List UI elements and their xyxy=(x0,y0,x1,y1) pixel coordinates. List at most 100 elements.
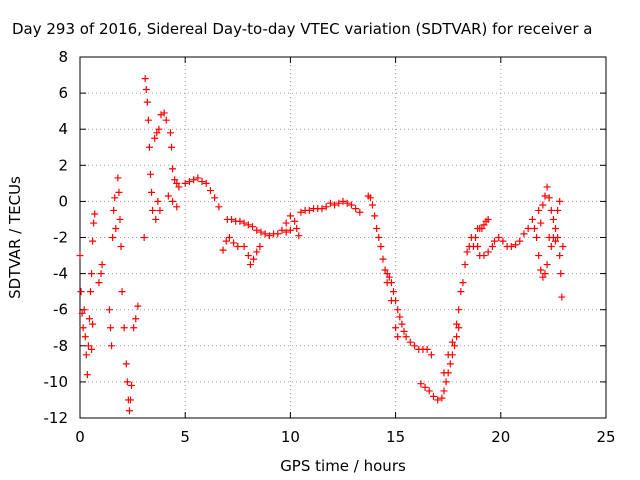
plot-frame xyxy=(79,56,607,419)
data-point xyxy=(381,266,389,274)
data-point xyxy=(278,226,286,234)
y-tick-label: -8 xyxy=(53,337,68,355)
data-point xyxy=(88,270,96,278)
data-points xyxy=(76,75,567,415)
data-point xyxy=(530,224,538,232)
data-point xyxy=(198,178,206,186)
data-point xyxy=(143,98,151,106)
x-tick-label: 20 xyxy=(491,428,510,446)
data-point xyxy=(455,306,463,314)
data-point xyxy=(512,241,520,249)
data-point xyxy=(95,279,103,287)
data-point xyxy=(429,392,437,400)
data-point xyxy=(537,266,545,274)
data-point xyxy=(484,248,492,256)
data-point xyxy=(142,85,150,93)
data-point xyxy=(98,261,106,269)
data-point xyxy=(160,109,168,117)
data-point xyxy=(528,215,536,223)
data-point xyxy=(130,324,138,332)
data-point xyxy=(440,369,448,377)
data-point xyxy=(156,206,164,214)
data-point xyxy=(373,224,381,232)
data-point xyxy=(394,306,402,314)
data-point xyxy=(274,230,282,238)
data-point xyxy=(488,243,496,251)
data-point xyxy=(297,208,305,216)
data-point xyxy=(554,206,562,214)
data-point xyxy=(444,351,452,359)
data-point xyxy=(80,306,88,314)
data-point xyxy=(118,288,126,296)
data-point xyxy=(339,197,347,205)
data-point xyxy=(446,360,454,368)
data-point xyxy=(356,208,364,216)
y-tick-label: 8 xyxy=(58,48,68,66)
data-point xyxy=(305,206,313,214)
data-point xyxy=(240,219,248,227)
data-point xyxy=(335,199,343,207)
data-point xyxy=(83,371,91,379)
y-tick-label: -6 xyxy=(53,301,68,319)
x-tick-label: 0 xyxy=(75,428,85,446)
data-point xyxy=(153,129,161,137)
data-point xyxy=(82,351,90,359)
data-point xyxy=(246,261,254,269)
data-point xyxy=(194,174,202,182)
y-tick-label: -12 xyxy=(44,409,69,427)
data-point xyxy=(451,342,459,350)
data-point xyxy=(78,309,86,317)
data-point xyxy=(559,243,567,251)
data-point xyxy=(149,206,157,214)
data-point xyxy=(97,270,105,278)
data-point xyxy=(423,345,431,353)
data-point xyxy=(291,217,299,225)
data-point xyxy=(375,234,383,241)
x-tick-label: 5 xyxy=(180,428,190,446)
data-point xyxy=(539,273,547,281)
data-point xyxy=(115,188,123,196)
data-point xyxy=(516,237,524,245)
data-point xyxy=(261,230,269,238)
data-point xyxy=(295,232,303,240)
data-point xyxy=(453,333,461,341)
data-point xyxy=(89,320,97,328)
data-point xyxy=(541,192,549,200)
data-point xyxy=(547,243,555,251)
data-point xyxy=(84,342,92,350)
data-point xyxy=(387,297,395,305)
data-point xyxy=(88,345,96,353)
data-point xyxy=(282,219,290,227)
data-point xyxy=(438,394,446,402)
data-point xyxy=(425,387,433,395)
data-point xyxy=(383,270,391,278)
data-point xyxy=(132,315,140,323)
data-point xyxy=(89,237,97,245)
data-point xyxy=(411,342,419,350)
x-axis-title: GPS time / hours xyxy=(280,457,406,475)
data-point xyxy=(347,201,355,209)
data-point xyxy=(202,179,210,187)
grid xyxy=(80,57,606,418)
data-point xyxy=(286,226,294,234)
y-tick-label: 4 xyxy=(58,120,68,138)
data-point xyxy=(398,320,406,328)
data-point xyxy=(105,306,113,314)
data-point xyxy=(549,234,557,241)
data-point xyxy=(154,197,162,205)
data-point xyxy=(236,217,244,225)
data-point xyxy=(148,188,156,196)
data-point xyxy=(249,223,257,231)
data-point xyxy=(244,221,252,229)
data-point xyxy=(112,224,120,232)
data-point xyxy=(126,396,134,404)
data-point xyxy=(556,252,564,260)
data-point xyxy=(552,237,560,245)
data-point xyxy=(484,215,492,223)
data-point xyxy=(114,174,122,182)
data-point xyxy=(394,333,402,341)
data-point xyxy=(168,143,176,151)
data-point xyxy=(240,243,248,251)
data-point xyxy=(286,212,294,220)
data-point xyxy=(225,234,233,241)
